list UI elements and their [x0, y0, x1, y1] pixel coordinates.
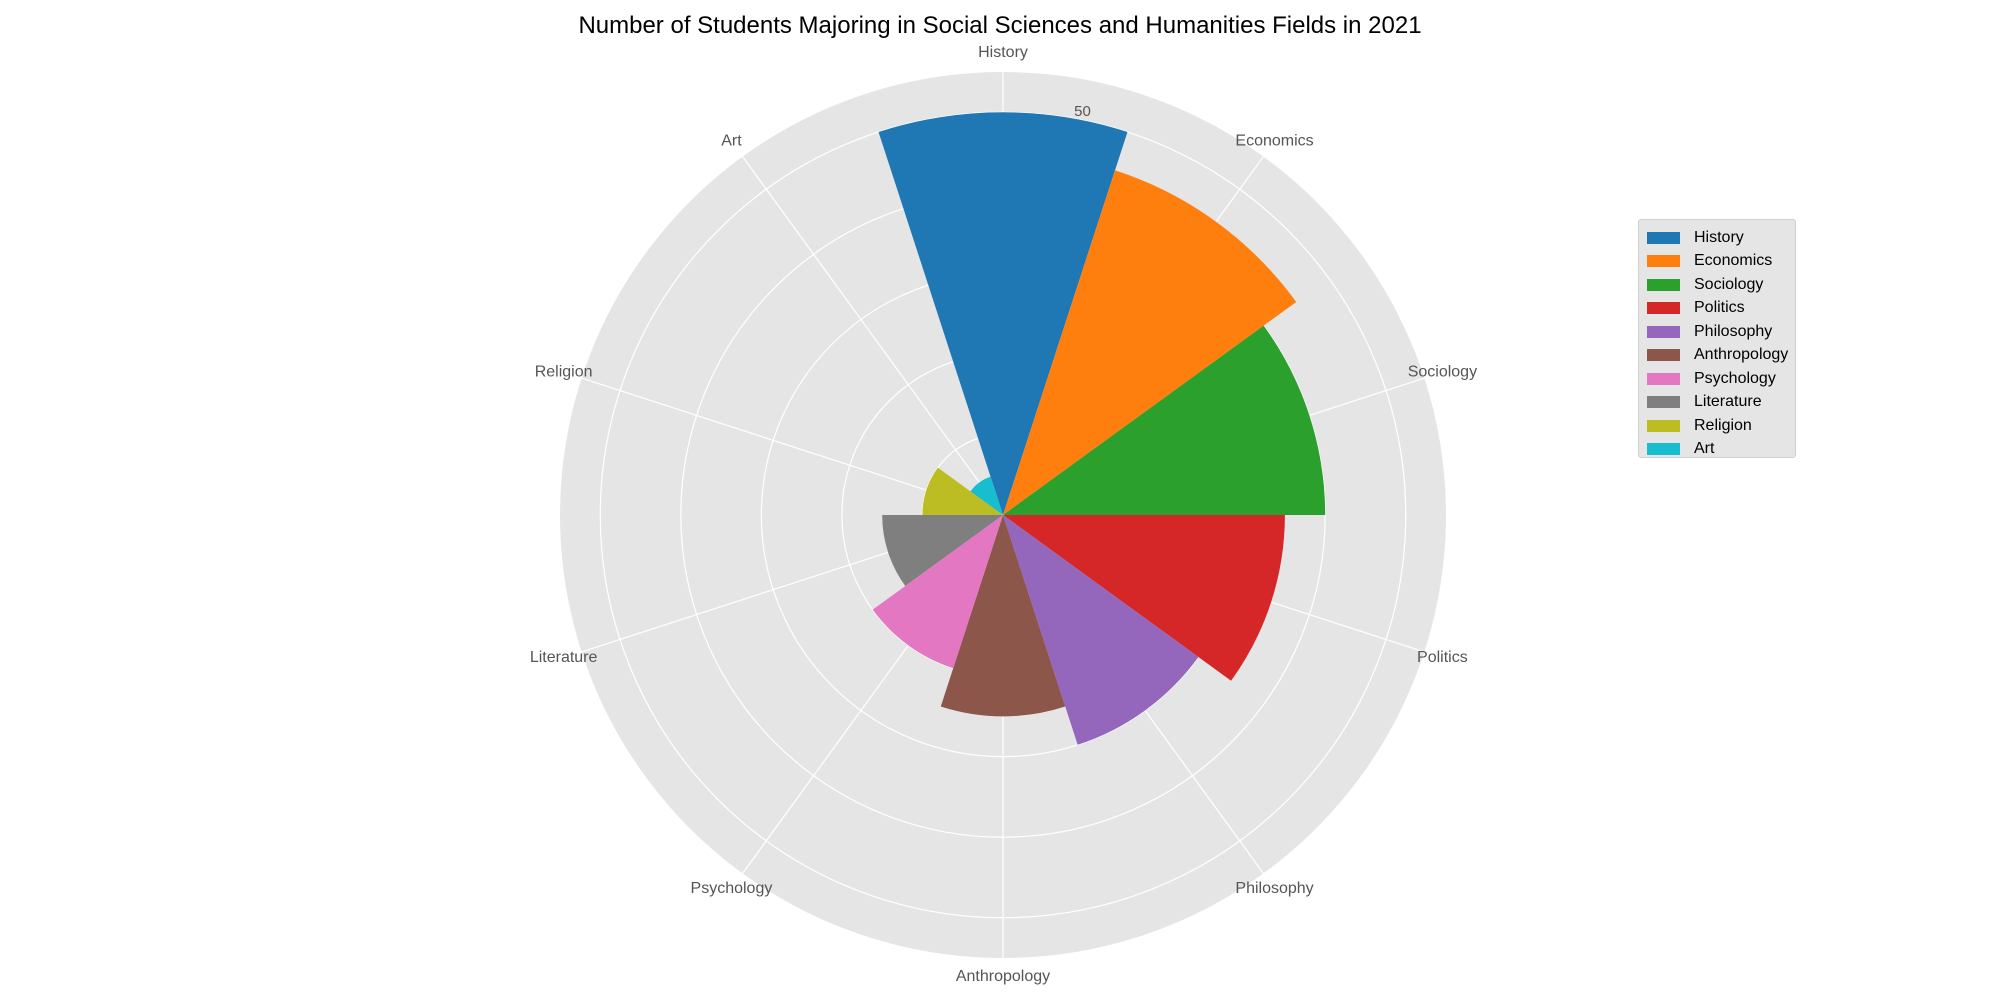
bar-history: [878, 112, 1128, 515]
legend-item-philosophy: Philosophy: [1647, 320, 1795, 344]
legend-swatch: [1647, 325, 1680, 338]
legend-item-anthropology: Anthropology: [1647, 344, 1795, 368]
chart-title: Number of Students Majoring in Social Sc…: [578, 12, 1422, 39]
legend-item-sociology: Sociology: [1647, 273, 1795, 297]
legend-swatch: [1647, 278, 1680, 291]
legend-item-religion: Religion: [1647, 414, 1795, 438]
bars: [872, 112, 1326, 745]
legend-swatch: [1647, 372, 1680, 385]
legend-label: History: [1694, 228, 1744, 246]
grid-spoke-art: [742, 156, 1004, 516]
legend-item-literature: Literature: [1647, 391, 1795, 415]
bar-politics: [1003, 515, 1285, 681]
legend-label: Politics: [1694, 299, 1745, 317]
r-tick-label-50: 50: [1074, 103, 1091, 120]
category-label-politics: Politics: [1417, 649, 1468, 666]
legend-label: Art: [1694, 440, 1715, 458]
legend-item-art: Art: [1647, 438, 1795, 462]
category-label-psychology: Psychology: [691, 880, 773, 897]
category-label-economics: Economics: [1235, 132, 1313, 149]
bar-religion: [922, 467, 1003, 515]
legend-swatch: [1647, 419, 1680, 432]
legend-swatch: [1647, 231, 1680, 244]
category-label-philosophy: Philosophy: [1235, 880, 1313, 897]
category-labels: History Economics Sociology Politics Philoso…: [530, 44, 1477, 985]
legend-swatch: [1647, 443, 1680, 456]
category-label-history: History: [978, 44, 1028, 61]
category-label-anthropology: Anthropology: [956, 968, 1050, 985]
bar-anthropology: [940, 515, 1066, 717]
legend-label: Psychology: [1694, 369, 1776, 387]
bar-economics: [1003, 170, 1297, 515]
legend-label: Economics: [1694, 252, 1773, 270]
bar-philosophy: [1003, 515, 1199, 745]
category-label-sociology: Sociology: [1408, 363, 1477, 380]
legend-item-psychology: Psychology: [1647, 367, 1795, 391]
legend-item-history: History: [1647, 226, 1795, 250]
legend-swatch: [1647, 349, 1680, 362]
bar-sociology: [1003, 325, 1326, 515]
legend-label: Religion: [1694, 416, 1752, 434]
legend-item-politics: Politics: [1647, 297, 1795, 321]
radial-tick-labels: 50: [1074, 103, 1091, 120]
legend-label: Philosophy: [1694, 322, 1773, 340]
category-label-art: Art: [721, 132, 742, 149]
bar-psychology: [872, 515, 1003, 669]
legend-swatch: [1647, 302, 1680, 315]
category-label-religion: Religion: [535, 363, 593, 380]
bar-art: [970, 476, 1003, 515]
legend-label: Anthropology: [1694, 346, 1789, 364]
legend-swatch: [1647, 396, 1680, 409]
legend-swatch: [1647, 255, 1680, 268]
legend: History Economics Sociology Politics Philoso…: [1638, 219, 1796, 458]
legend-item-economics: Economics: [1647, 250, 1795, 274]
bar-literature: [882, 515, 1003, 587]
category-label-literature: Literature: [530, 649, 598, 666]
legend-label: Literature: [1694, 393, 1762, 411]
legend-label: Sociology: [1694, 275, 1764, 293]
